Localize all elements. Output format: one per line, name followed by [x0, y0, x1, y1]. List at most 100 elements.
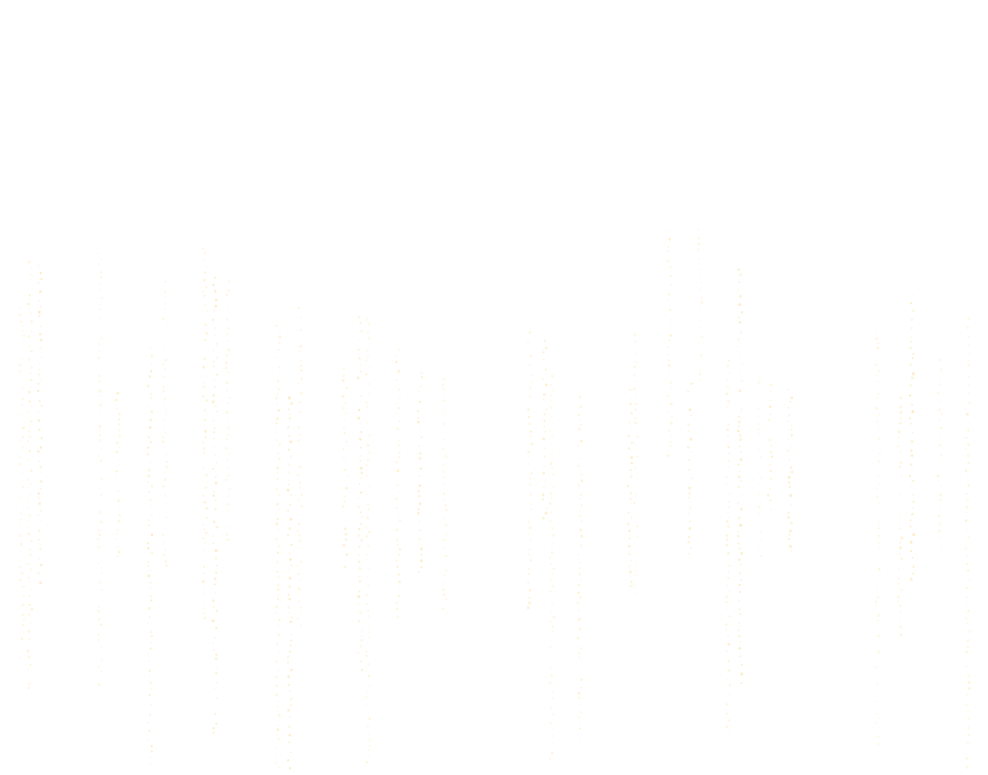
- streak-dot: [360, 477, 363, 480]
- streak-dot: [117, 459, 120, 461]
- streak-dot: [99, 394, 103, 398]
- streak-dot: [28, 603, 31, 607]
- streak-dot: [551, 443, 553, 445]
- streak-dot: [203, 565, 206, 569]
- streak-dot: [97, 562, 99, 565]
- streak-dot: [725, 607, 728, 610]
- streak-dot: [18, 534, 22, 537]
- streak-dot: [737, 516, 741, 520]
- streak-dot: [367, 507, 370, 511]
- streak-dot: [27, 335, 30, 338]
- streak-dot: [634, 460, 637, 462]
- streak-dot: [343, 527, 347, 530]
- streak-dot: [22, 508, 25, 511]
- streak-dot: [790, 550, 793, 552]
- streak-dot: [276, 466, 279, 470]
- streak-dot: [147, 446, 150, 449]
- streak-dot: [358, 590, 361, 593]
- streak-dot: [164, 296, 167, 299]
- streak-dot: [205, 507, 209, 510]
- streak-dot: [687, 429, 690, 432]
- streak-dot: [576, 636, 580, 640]
- streak-dot: [37, 557, 40, 560]
- streak-dot: [288, 650, 291, 653]
- streak-dot: [667, 246, 670, 248]
- streak-dot: [299, 369, 303, 372]
- streak-dot: [899, 410, 903, 414]
- streak-dot: [875, 721, 877, 724]
- streak-dot: [149, 462, 152, 464]
- streak-dot: [275, 761, 278, 764]
- streak-dot: [397, 443, 400, 447]
- streak-dot: [725, 392, 729, 396]
- streak-dot: [690, 382, 693, 385]
- streak-dot: [212, 535, 214, 537]
- streak-dot: [101, 588, 103, 591]
- streak-dot: [627, 484, 630, 488]
- streak-dot: [910, 440, 914, 443]
- streak-dot: [697, 228, 700, 231]
- streak-dot: [634, 592, 636, 594]
- streak-dot: [162, 484, 165, 488]
- streak-dot: [27, 358, 31, 361]
- streak-dot: [758, 377, 762, 380]
- streak-dot: [630, 456, 633, 459]
- streak-dot: [298, 433, 302, 437]
- streak-dot: [30, 469, 33, 472]
- streak-dot: [359, 511, 362, 514]
- streak-dot: [300, 452, 302, 455]
- streak-dot: [739, 655, 742, 658]
- streak-dot: [396, 543, 399, 546]
- streak-dot: [442, 593, 446, 597]
- streak-dot: [215, 626, 218, 630]
- streak-dot: [628, 421, 631, 424]
- streak-dot: [213, 706, 215, 708]
- streak-dot: [417, 570, 420, 573]
- streak-dot: [900, 611, 902, 614]
- streak-dot: [441, 464, 445, 467]
- streak-dot: [39, 378, 42, 380]
- streak-dot: [552, 595, 554, 598]
- streak-dot: [552, 567, 555, 571]
- streak-dot: [226, 503, 230, 506]
- streak-dot: [965, 756, 969, 760]
- streak-dot: [97, 455, 100, 457]
- streak-dot: [357, 386, 359, 388]
- streak-dot: [727, 642, 731, 646]
- streak-dot: [275, 487, 278, 491]
- streak-dot: [20, 518, 22, 521]
- streak-dot: [758, 432, 761, 436]
- streak-dot: [758, 427, 760, 430]
- streak-dot: [578, 515, 581, 518]
- streak-dot: [28, 299, 31, 301]
- streak-dot: [899, 396, 903, 400]
- streak-dot: [549, 620, 552, 623]
- streak-dot: [578, 696, 581, 700]
- streak-dot: [728, 564, 731, 567]
- streak-dot: [636, 524, 639, 528]
- streak-dot: [725, 475, 729, 479]
- streak-dot: [28, 613, 31, 616]
- streak-dot: [357, 560, 361, 564]
- streak-dot: [550, 551, 554, 555]
- streak-dot: [21, 642, 24, 645]
- streak-dot: [277, 633, 280, 637]
- streak-dot: [530, 503, 532, 505]
- streak-dot: [162, 389, 165, 393]
- streak-dot: [366, 458, 370, 462]
- streak-dot: [345, 386, 348, 389]
- streak-dot: [100, 659, 103, 662]
- streak-dot: [725, 623, 728, 626]
- streak-dot: [760, 530, 762, 533]
- streak-dot: [687, 540, 691, 544]
- streak-dot: [577, 449, 580, 452]
- streak-dot: [359, 491, 363, 494]
- streak-dot: [368, 344, 371, 347]
- streak-dot: [98, 675, 100, 678]
- streak-dot: [940, 439, 942, 441]
- streak-dot: [214, 636, 216, 639]
- streak-dot: [878, 726, 880, 729]
- streak-dot: [548, 756, 552, 760]
- streak-dot: [529, 559, 532, 562]
- streak-dot: [549, 722, 553, 725]
